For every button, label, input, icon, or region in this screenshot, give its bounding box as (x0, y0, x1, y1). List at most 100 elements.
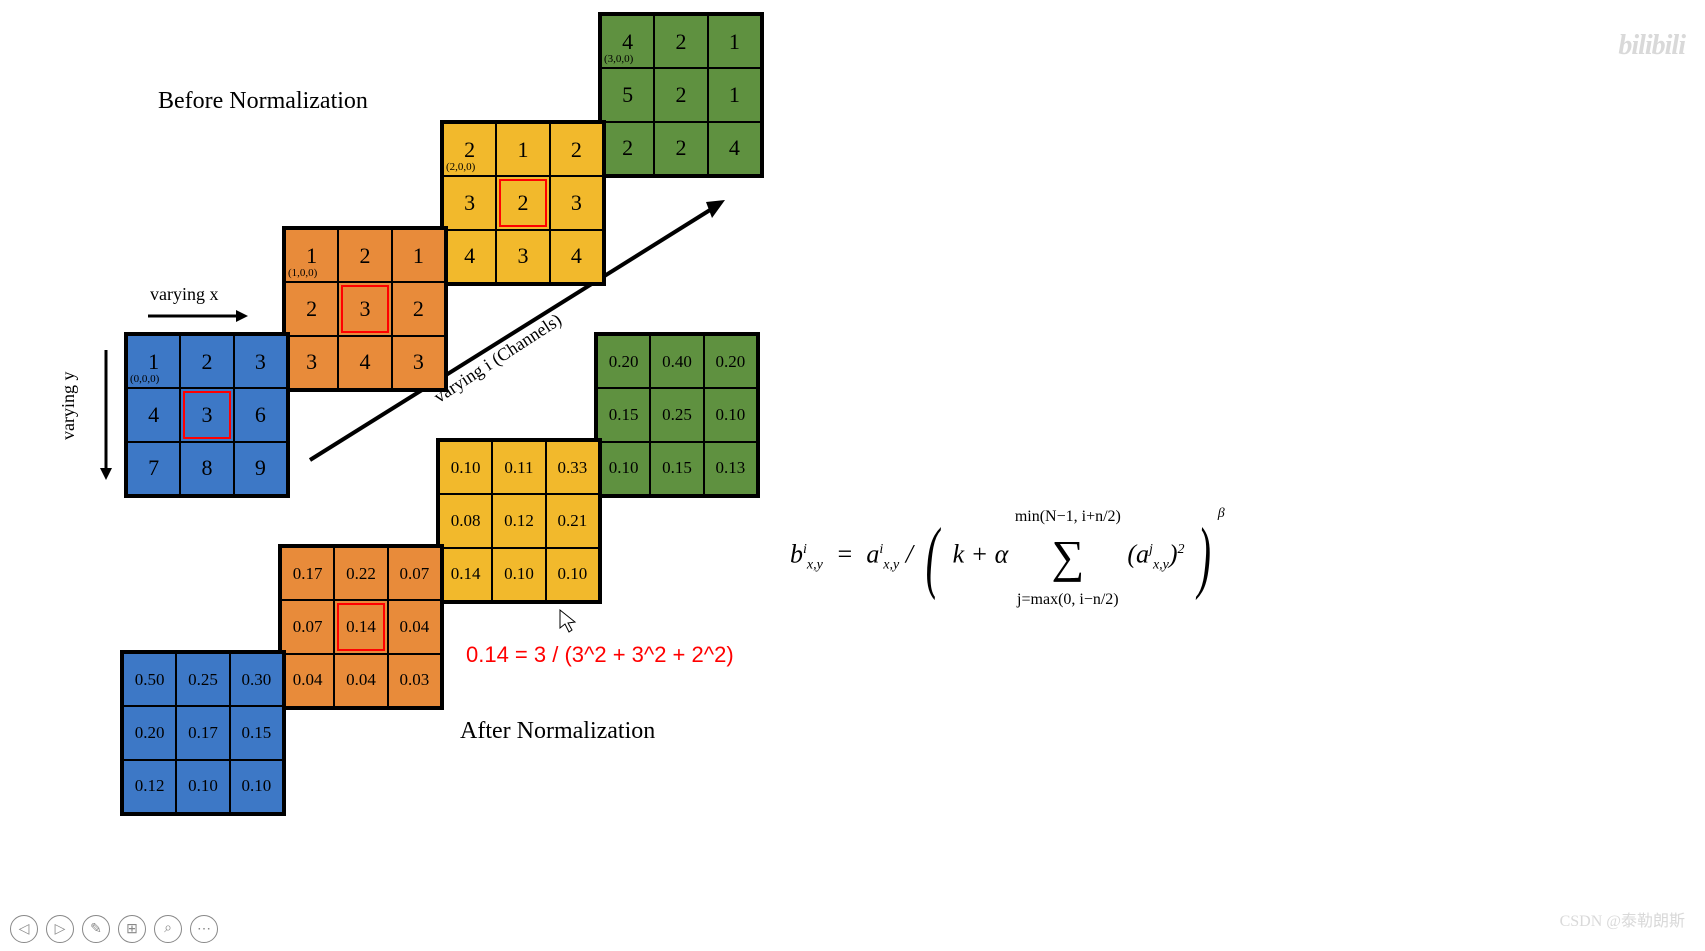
cell-value: 0.08 (451, 511, 481, 531)
cell-value: 3 (464, 190, 475, 216)
cell-value: 2 (306, 296, 317, 322)
nav-toolbar: ◁ ▷ ✎ ⊞ ⌕ ⋯ (10, 915, 218, 943)
cell-value: 0.20 (609, 352, 639, 372)
blue-before-cell-0: 1(0,0,0) (127, 335, 180, 388)
blue-after-cell-8: 0.10 (230, 760, 283, 813)
nav-grid-icon[interactable]: ⊞ (118, 915, 146, 943)
cell-value: 1 (306, 243, 317, 269)
yellow-after-cell-5: 0.21 (546, 494, 599, 547)
orange-after-cell-2: 0.07 (388, 547, 441, 600)
label-varying-x: varying x (150, 284, 218, 305)
cell-value: 0.20 (715, 352, 745, 372)
cell-value: 3 (413, 349, 424, 375)
blue-before-cell-8: 9 (234, 442, 287, 495)
orange-after-grid: 0.170.220.070.070.140.040.040.040.03 (278, 544, 444, 710)
arrow-y-icon (96, 350, 116, 480)
green-before-grid: 4(3,0,0)21521224 (598, 12, 764, 178)
cell-value: 2 (675, 29, 686, 55)
green-after-cell-2: 0.20 (704, 335, 757, 388)
orange-before-cell-2: 1 (392, 229, 445, 282)
yellow-before-cell-8: 4 (550, 230, 603, 283)
cell-value: 0.15 (609, 405, 639, 425)
cell-value: 3 (359, 296, 370, 322)
yellow-after-cell-6: 0.14 (439, 548, 492, 601)
cell-value: 6 (255, 402, 266, 428)
cursor-icon (560, 610, 580, 634)
cell-value: 0.14 (346, 617, 376, 637)
nav-next-icon[interactable]: ▷ (46, 915, 74, 943)
yellow-before-cell-2: 2 (550, 123, 603, 176)
green-after-cell-1: 0.40 (650, 335, 703, 388)
cell-value: 4 (464, 243, 475, 269)
cell-value: 0.25 (662, 405, 692, 425)
green-before-cell-3: 5 (601, 68, 654, 121)
blue-after-cell-3: 0.20 (123, 706, 176, 759)
cell-value: 0.10 (241, 776, 271, 796)
label-varying-y: varying y (58, 372, 79, 440)
orange-before-cell-0: 1(1,0,0) (285, 229, 338, 282)
nav-zoom-icon[interactable]: ⌕ (154, 915, 182, 943)
cell-value: 0.15 (241, 723, 271, 743)
cell-coord: (2,0,0) (446, 161, 475, 173)
green-after-grid: 0.200.400.200.150.250.100.100.150.13 (594, 332, 760, 498)
cell-value: 0.10 (715, 405, 745, 425)
orange-before-cell-5: 2 (392, 282, 445, 335)
yellow-before-cell-4: 2 (496, 176, 549, 229)
yellow-after-cell-8: 0.10 (546, 548, 599, 601)
green-after-cell-4: 0.25 (650, 388, 703, 441)
lrn-formula: bix,y = aix,y / ( k + α min(N−1, i+n/2) … (790, 500, 1225, 613)
cell-value: 0.04 (293, 670, 323, 690)
cell-value: 9 (255, 455, 266, 481)
cell-value: 0.10 (609, 458, 639, 478)
orange-before-cell-3: 2 (285, 282, 338, 335)
cell-value: 1 (413, 243, 424, 269)
cell-value: 0.07 (293, 617, 323, 637)
nav-more-icon[interactable]: ⋯ (190, 915, 218, 943)
orange-before-cell-6: 3 (285, 336, 338, 389)
cell-coord: (3,0,0) (604, 53, 633, 65)
cell-value: 0.12 (504, 511, 534, 531)
orange-before-cell-7: 4 (338, 336, 391, 389)
yellow-before-cell-0: 2(2,0,0) (443, 123, 496, 176)
diagram-stage: Before Normalization After Normalization… (0, 0, 1705, 951)
blue-before-cell-4: 3 (180, 388, 233, 441)
orange-after-cell-5: 0.04 (388, 600, 441, 653)
orange-before-cell-1: 2 (338, 229, 391, 282)
cell-value: 0.17 (188, 723, 218, 743)
cell-value: 2 (464, 137, 475, 163)
cell-value: 0.11 (504, 458, 533, 478)
cell-value: 0.12 (135, 776, 165, 796)
cell-value: 3 (255, 349, 266, 375)
cell-coord: (0,0,0) (130, 373, 159, 385)
orange-after-cell-3: 0.07 (281, 600, 334, 653)
label-after: After Normalization (460, 718, 655, 745)
blue-before-cell-3: 4 (127, 388, 180, 441)
orange-before-cell-8: 3 (392, 336, 445, 389)
blue-after-cell-0: 0.50 (123, 653, 176, 706)
nav-edit-icon[interactable]: ✎ (82, 915, 110, 943)
cell-value: 4 (148, 402, 159, 428)
cell-value: 0.10 (451, 458, 481, 478)
green-before-cell-6: 2 (601, 122, 654, 175)
green-before-cell-1: 2 (654, 15, 707, 68)
nav-prev-icon[interactable]: ◁ (10, 915, 38, 943)
blue-after-grid: 0.500.250.300.200.170.150.120.100.10 (120, 650, 286, 816)
orange-before-grid: 1(1,0,0)21232343 (282, 226, 448, 392)
orange-before-cell-4: 3 (338, 282, 391, 335)
cell-value: 2 (571, 137, 582, 163)
cell-value: 0.40 (662, 352, 692, 372)
cell-value: 0.04 (399, 617, 429, 637)
red-equation: 0.14 = 3 / (3^2 + 3^2 + 2^2) (466, 642, 734, 668)
cell-value: 4 (359, 349, 370, 375)
cell-value: 7 (148, 455, 159, 481)
orange-after-cell-7: 0.04 (334, 654, 387, 707)
cell-value: 0.21 (557, 511, 587, 531)
cell-value: 0.50 (135, 670, 165, 690)
yellow-before-cell-6: 4 (443, 230, 496, 283)
cell-value: 0.13 (715, 458, 745, 478)
yellow-after-grid: 0.100.110.330.080.120.210.140.100.10 (436, 438, 602, 604)
orange-after-cell-0: 0.17 (281, 547, 334, 600)
cell-value: 0.14 (451, 564, 481, 584)
cell-value: 2 (622, 135, 633, 161)
green-after-cell-3: 0.15 (597, 388, 650, 441)
